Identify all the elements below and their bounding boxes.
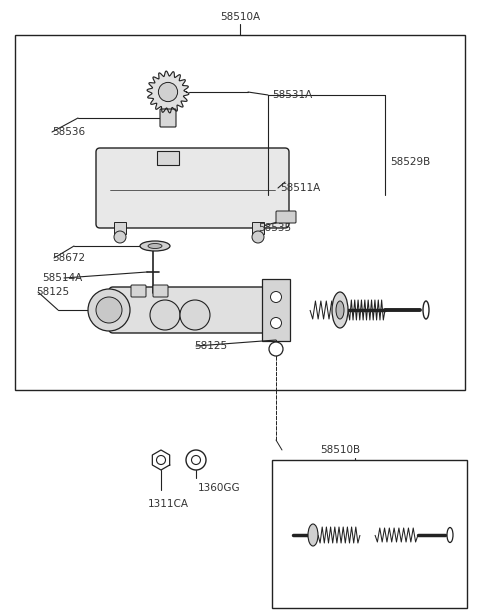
Text: 1311CA: 1311CA (148, 499, 189, 509)
Text: 58510B: 58510B (320, 445, 360, 455)
Text: 58510A: 58510A (220, 12, 260, 22)
Text: 58514A: 58514A (42, 273, 82, 283)
FancyBboxPatch shape (96, 148, 289, 228)
Text: 58535: 58535 (258, 223, 291, 233)
Text: 58511A: 58511A (280, 183, 320, 193)
Text: 58672: 58672 (52, 253, 85, 263)
Polygon shape (147, 71, 189, 113)
Text: 58531A: 58531A (272, 90, 312, 100)
Circle shape (158, 82, 178, 101)
Circle shape (252, 231, 264, 243)
FancyBboxPatch shape (276, 211, 296, 223)
Text: 58125: 58125 (36, 287, 69, 297)
Ellipse shape (148, 244, 162, 248)
Bar (15, 35, 465, 390)
FancyBboxPatch shape (153, 285, 168, 297)
Circle shape (150, 300, 180, 330)
Bar (114, 222, 126, 234)
Ellipse shape (308, 524, 318, 546)
Circle shape (88, 289, 130, 331)
Circle shape (180, 300, 210, 330)
Circle shape (271, 292, 281, 303)
Circle shape (269, 342, 283, 356)
FancyBboxPatch shape (109, 287, 272, 333)
Text: 58529B: 58529B (390, 157, 430, 167)
Circle shape (96, 297, 122, 323)
Text: 58125: 58125 (194, 341, 227, 351)
FancyBboxPatch shape (131, 285, 146, 297)
Ellipse shape (447, 528, 453, 542)
FancyBboxPatch shape (262, 279, 290, 341)
Ellipse shape (140, 241, 170, 251)
Circle shape (192, 456, 201, 464)
Circle shape (271, 317, 281, 328)
Bar (252, 222, 264, 234)
Text: 1360GG: 1360GG (198, 483, 240, 493)
Bar (272, 460, 467, 608)
Circle shape (186, 450, 206, 470)
Bar (157, 151, 179, 165)
Text: 58536: 58536 (52, 127, 85, 137)
Circle shape (156, 456, 166, 464)
FancyBboxPatch shape (160, 109, 176, 127)
Circle shape (114, 231, 126, 243)
Ellipse shape (423, 301, 429, 319)
Ellipse shape (336, 301, 344, 319)
Ellipse shape (332, 292, 348, 328)
